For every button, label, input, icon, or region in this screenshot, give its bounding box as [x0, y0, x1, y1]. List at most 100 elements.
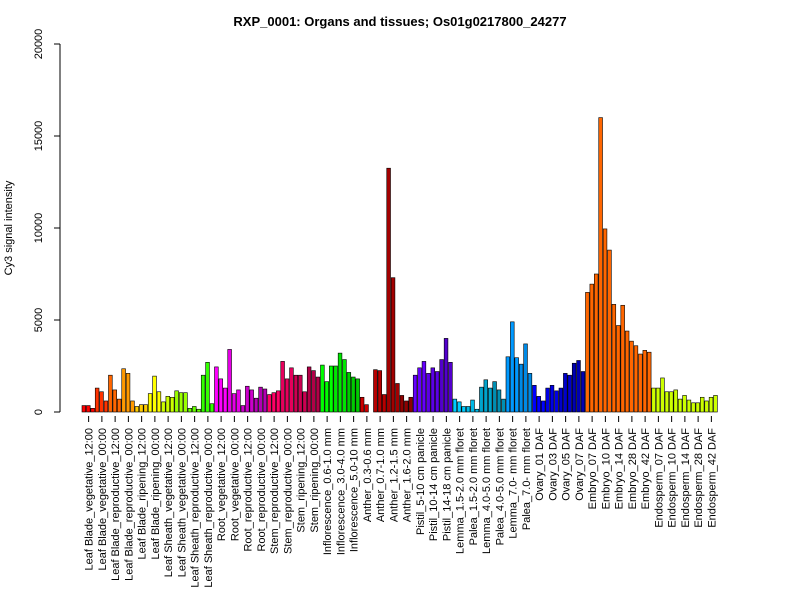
bar: [669, 391, 674, 413]
bar: [695, 402, 700, 413]
bar: [523, 343, 528, 413]
bar: [452, 398, 458, 413]
bar: [205, 362, 210, 413]
x-tick-label: Leaf Blade_reproductive_12:00: [110, 428, 122, 581]
bar: [187, 408, 193, 413]
y-tick-label: 20000: [33, 29, 45, 60]
x-tick-label: Root_reproductive_12:00: [243, 428, 255, 552]
x-tick-label: Anther_1.6-2.0 mm: [402, 428, 414, 522]
bar: [505, 356, 511, 413]
bar: [496, 389, 502, 413]
bar: [421, 361, 427, 413]
bar: [346, 372, 352, 413]
bar: [713, 395, 718, 413]
bar: [276, 390, 281, 413]
bar: [390, 277, 396, 413]
bar: [329, 365, 334, 413]
x-tick-label: Ovary_07 DAF: [574, 428, 586, 501]
x-tick-label: Stem_ripening_12:00: [296, 428, 308, 533]
bar: [580, 371, 586, 413]
bar: [510, 321, 515, 413]
bar: [99, 391, 104, 413]
bar: [704, 400, 709, 413]
bar: [306, 366, 312, 413]
bar: [404, 400, 409, 413]
bar: [315, 376, 321, 413]
x-axis-ticks: Leaf Blade_vegetative_12:00 Leaf Blade_ve…: [84, 416, 718, 588]
bar: [231, 393, 237, 413]
x-tick-label: Leaf Sheath_reproductive_00:00: [203, 428, 215, 588]
x-tick-label: Endosperm_42 DAF: [706, 428, 718, 528]
bar: [355, 378, 360, 413]
bar: [223, 387, 228, 413]
bar: [642, 350, 647, 413]
bar: [236, 389, 241, 413]
x-tick-label: Leaf Sheath_vegetative_00:00: [176, 428, 188, 577]
x-tick-label: Embryo_42 DAF: [640, 428, 652, 510]
bar: [439, 359, 444, 413]
y-axis: 0 5000 10000 15000 20000: [33, 29, 61, 415]
bar: [501, 398, 506, 413]
bar: [620, 304, 625, 413]
bar: [686, 399, 692, 413]
bar: [108, 374, 113, 413]
bar: [165, 396, 170, 413]
bar: [81, 405, 87, 413]
bar: [664, 391, 670, 413]
bar: [514, 357, 519, 413]
bar: [624, 330, 630, 413]
bar: [527, 373, 533, 413]
y-axis-label: Cy3 signal intensity: [3, 180, 15, 275]
bar: [311, 370, 316, 413]
x-tick-label: Stem_reproductive_12:00: [269, 428, 281, 554]
bar: [638, 353, 643, 413]
bar: [691, 402, 696, 413]
x-tick-label: Leaf Sheath_reproductive_12:00: [190, 428, 202, 588]
bar: [103, 400, 109, 413]
bar: [549, 385, 555, 413]
x-tick-label: Endosperm_10 DAF: [667, 428, 679, 528]
bar: [139, 404, 144, 413]
bar: [457, 401, 462, 413]
y-tick-label: 0: [33, 409, 45, 415]
bar: [518, 363, 524, 413]
x-tick-label: Ovary_05 DAF: [561, 428, 573, 501]
bar: [660, 377, 665, 413]
bar: [567, 374, 572, 413]
bar: [359, 396, 365, 413]
x-tick-label: Leaf Sheath_vegetative_12:00: [163, 428, 175, 577]
bar: [399, 395, 405, 413]
bar: [412, 374, 418, 413]
bar: [320, 364, 325, 413]
bar: [262, 388, 268, 413]
x-tick-label: Embryo_14 DAF: [614, 428, 626, 510]
x-tick-label: Leaf Blade_vegetative_00:00: [97, 428, 109, 571]
bars: [81, 117, 718, 413]
bar: [479, 386, 484, 413]
bar: [90, 408, 95, 413]
bar: [196, 408, 201, 413]
bar: [130, 400, 135, 413]
x-tick-label: Inflorescence_0.6-1.0 mm: [322, 428, 334, 555]
x-tick-label: Leaf Blade_ripening_12:00: [137, 428, 149, 560]
bar: [174, 390, 179, 413]
bar: [156, 391, 162, 413]
bar: [351, 376, 356, 413]
bar: [448, 362, 453, 413]
bar: [147, 393, 153, 413]
bar: [426, 373, 431, 413]
bar: [571, 362, 577, 413]
bar: [611, 304, 617, 413]
bar: [218, 378, 223, 413]
bar: [488, 387, 493, 413]
bar: [112, 389, 117, 413]
bar: [245, 385, 250, 413]
bar: [284, 378, 290, 413]
y-tick-label: 15000: [33, 121, 45, 152]
bar: [633, 345, 639, 413]
bar: [629, 340, 634, 413]
x-tick-label: Lemma_1.5-2.0 mm floret: [455, 428, 467, 554]
x-tick-label: Lemma_7.0- mm floret: [508, 428, 520, 539]
bar: [677, 398, 683, 413]
